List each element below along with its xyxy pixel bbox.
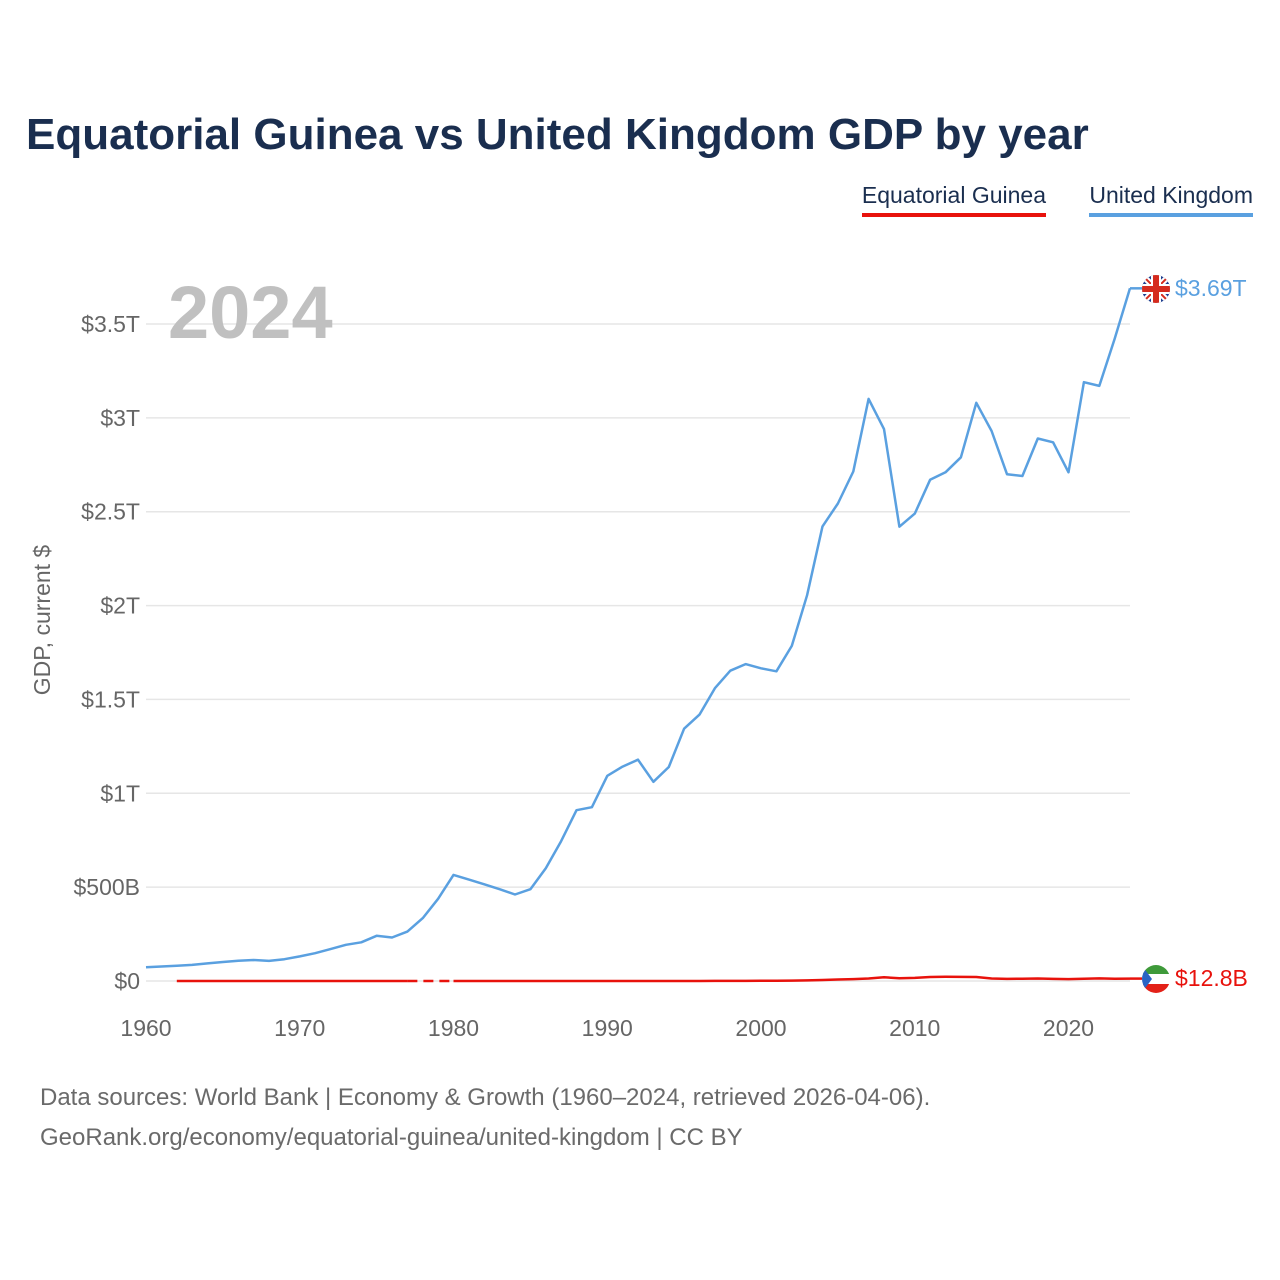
grid-lines — [146, 323, 1130, 982]
x-axis-ticks: 1960 1970 1980 1990 2000 2010 2020 — [120, 1015, 1094, 1041]
y-tick-label: $500B — [73, 874, 140, 900]
y-axis-label: GDP, current $ — [29, 545, 55, 696]
x-tick-label: 1990 — [582, 1015, 633, 1041]
chart-title: Equatorial Guinea vs United Kingdom GDP … — [26, 110, 1089, 159]
y-axis-ticks: $0 $500B $1T $1.5T $2T $2.5T $3T $3.5T — [73, 311, 140, 994]
united-kingdom-flag-icon — [1142, 275, 1170, 303]
y-tick-label: $1.5T — [81, 686, 140, 712]
legend-item-united-kingdom[interactable]: United Kingdom — [1089, 182, 1253, 217]
x-tick-label: 2020 — [1043, 1015, 1094, 1041]
y-tick-label: $3.5T — [81, 311, 140, 337]
source-url[interactable]: GeoRank.org/economy/equatorial-guinea/un… — [40, 1124, 743, 1151]
x-tick-label: 1960 — [120, 1015, 171, 1041]
equatorial-guinea-flag-icon — [1142, 965, 1170, 993]
current-year-label: 2024 — [168, 271, 333, 354]
y-tick-label: $0 — [114, 968, 140, 994]
y-tick-label: $2.5T — [81, 499, 140, 525]
y-tick-label: $2T — [100, 593, 140, 619]
x-tick-label: 1970 — [274, 1015, 325, 1041]
x-tick-label: 2010 — [889, 1015, 940, 1041]
equatorial-guinea-series-line — [453, 975, 1131, 983]
y-tick-label: $3T — [100, 405, 140, 431]
series-lines — [145, 287, 1142, 983]
united-kingdom-end-value: $3.69T — [1175, 275, 1247, 301]
united-kingdom-series-line — [145, 287, 1132, 969]
legend-item-equatorial-guinea[interactable]: Equatorial Guinea — [861, 182, 1046, 217]
y-tick-label: $1T — [100, 780, 140, 806]
x-tick-label: 1980 — [428, 1015, 479, 1041]
equatorial-guinea-end-value: $12.8B — [1175, 965, 1248, 991]
x-tick-label: 2000 — [735, 1015, 786, 1041]
data-source-note: Data sources: World Bank | Economy & Gro… — [40, 1084, 931, 1111]
